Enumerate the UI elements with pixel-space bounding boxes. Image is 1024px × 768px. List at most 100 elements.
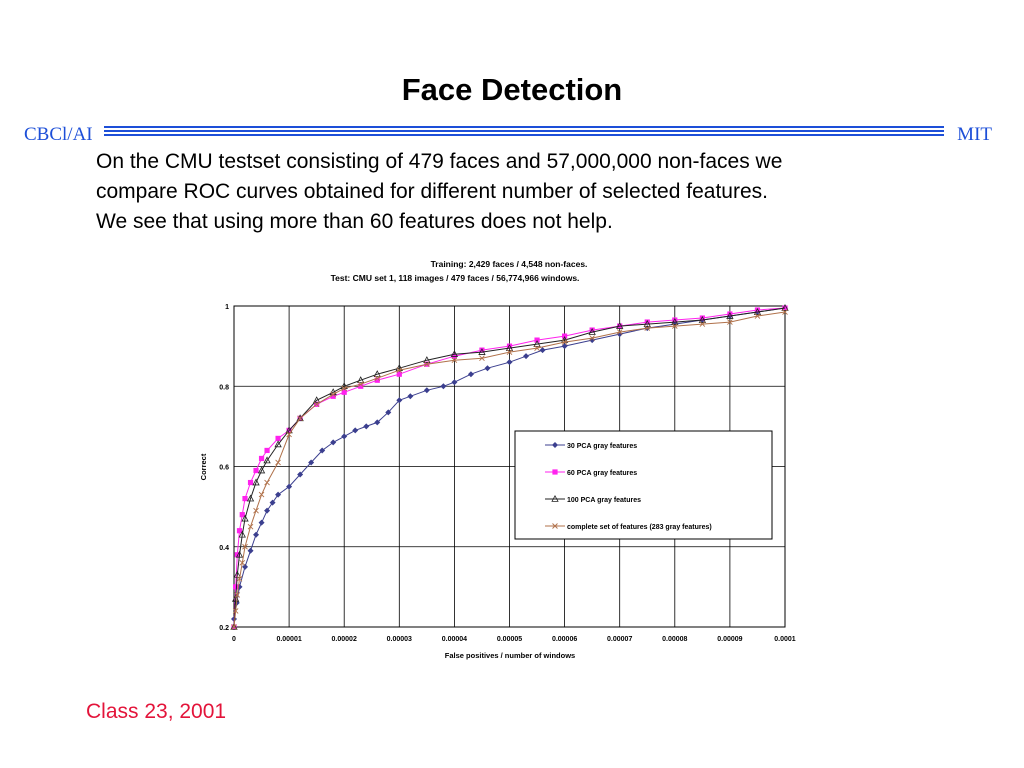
data-point [533,340,541,347]
x-tick-label: 0 [232,636,236,643]
data-point [285,426,293,434]
data-point [341,433,348,440]
data-point [234,592,241,598]
data-point [330,439,337,446]
data-point [319,447,326,454]
legend-entry: 60 PCA gray features [545,469,637,477]
data-point [239,512,245,518]
series-line [233,307,786,628]
data-point [264,479,270,486]
data-point [424,361,430,367]
series-1 [231,305,788,622]
data-point [478,348,486,355]
data-point [374,377,380,383]
data-point [274,440,282,448]
data-point [242,496,248,502]
data-point [407,393,414,400]
data-point [671,318,679,325]
data-point [616,329,623,335]
data-point [534,345,540,351]
data-point [643,320,651,327]
data-point [727,319,733,325]
data-point [308,459,315,466]
data-point [726,311,734,319]
data-point [671,323,678,329]
data-point [423,356,431,363]
data-point [352,427,359,434]
data-point [358,383,364,389]
x-tick-label: 0.00001 [276,636,301,643]
x-tick-label: 0.00007 [607,636,632,643]
data-point [330,393,336,399]
data-point [247,479,254,486]
data-point [247,523,254,530]
x-axis-label: False positives / number of windows [445,651,575,660]
x-tick-label: 0.00005 [497,636,522,643]
data-point [253,531,260,538]
data-point [275,459,281,466]
data-point [727,311,733,317]
data-point [505,344,514,351]
legend-marker [552,442,558,448]
data-point [699,315,705,321]
data-point [238,530,246,538]
data-point [330,391,336,398]
data-point [385,409,392,416]
y-axis-label: Correct [199,453,208,480]
slide-title: Face Detection [401,72,623,107]
y-tick-label: 0.4 [219,545,229,552]
legend-marker [551,494,559,502]
institution-label-right: MIT [957,124,992,145]
data-point [699,321,706,327]
data-point [484,365,491,372]
data-point [257,466,266,474]
data-point [616,322,624,329]
data-point [589,327,595,333]
y-tick-label: 0.6 [219,465,229,472]
x-tick-label: 0.00008 [662,636,687,643]
y-tick-label: 0.2 [219,625,229,632]
data-point [440,383,447,390]
data-point [236,528,243,534]
data-point [313,401,320,408]
data-point [374,419,381,426]
data-point [242,543,248,550]
data-point [258,491,265,498]
data-point [374,375,381,382]
data-point [467,371,474,378]
chart-legend: 30 PCA gray features 60 PCA gray features… [514,430,773,540]
data-point [341,389,347,395]
data-point [242,563,249,570]
data-point [231,624,237,630]
data-point [423,387,430,394]
data-point [253,467,259,474]
legend-label: 60 PCA gray features [567,470,637,477]
data-point [506,359,513,366]
legend-label: 30 PCA gray features [567,443,637,450]
data-point [451,379,458,386]
series-4 [231,309,788,630]
x-tick-label: 0.00006 [552,636,577,643]
data-point [754,313,761,319]
data-point [451,357,458,363]
data-point [234,552,240,558]
data-point [672,317,678,323]
chart-title: Training: 2,429 faces / 4,548 non-faces. [431,259,588,269]
legend-entry: complete set of features (283 gray featu… [545,523,712,531]
body-line: compare ROC curves obtained for differen… [96,180,768,203]
legend-box [514,430,773,540]
institution-label-left: CBCl/AI [24,124,93,145]
data-point [479,355,485,361]
data-point [506,343,513,349]
legend-label: complete set of features (283 gray featu… [567,524,712,531]
data-point [258,519,265,526]
data-point [312,396,321,404]
data-point [296,414,304,422]
legend-label: 100 PCA gray features [567,497,641,504]
chart-series [230,303,789,630]
data-point [781,303,789,311]
x-tick-label: 0.0001 [774,636,796,643]
data-point [754,307,761,313]
data-point [264,447,270,454]
data-point [644,319,650,325]
